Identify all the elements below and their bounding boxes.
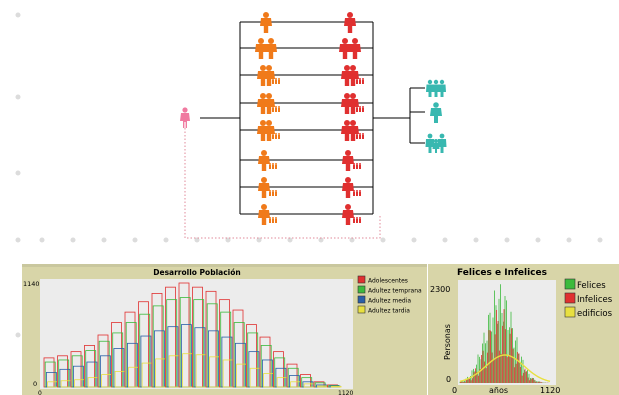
orange-family-icon[interactable] — [257, 65, 280, 86]
tree-rows — [240, 12, 373, 225]
tree-lines — [200, 22, 425, 214]
orange-couple-icon[interactable] — [255, 38, 277, 59]
plot1-legend: Adolescentes Adultez temprana Adultez medi… — [357, 275, 422, 315]
red-person-family-icon[interactable] — [342, 177, 361, 198]
red-family-icon[interactable] — [341, 93, 364, 114]
plot2-y-max-label: 2300 — [430, 285, 450, 294]
legend-swatch — [357, 295, 366, 304]
plot-felices-e-infelices: Felices e Infelices 2300 0 Personas 0 añ… — [428, 264, 619, 395]
orange-person-icon[interactable] — [260, 12, 272, 33]
legend-swatch — [564, 306, 576, 318]
legend-label: Adultez temprana — [368, 288, 422, 295]
cyan-group-icon[interactable] — [426, 79, 446, 97]
legend-label: Adultez media — [368, 298, 411, 305]
dotted-link — [184, 128, 381, 239]
legend-swatch — [564, 292, 576, 304]
plot2-legend: Felices Infelices edificios — [564, 278, 613, 319]
plot2-y-min-label: 0 — [446, 375, 451, 384]
plot1-title: Desarrollo Población — [153, 268, 240, 277]
legend-swatch — [357, 275, 366, 284]
orange-family-icon[interactable] — [257, 93, 280, 114]
plot1-y-max-label: 1140 — [23, 280, 40, 288]
red-family-icon[interactable] — [341, 120, 364, 141]
plot2-series — [459, 284, 551, 383]
legend-label: Felices — [577, 281, 606, 291]
legend-swatch — [357, 285, 366, 294]
plot1-series — [43, 282, 342, 388]
pink-person-icon[interactable] — [180, 107, 190, 128]
cyan-group-icon[interactable] — [425, 133, 447, 153]
legend-label: Adultez tardia — [368, 308, 410, 315]
red-family-icon[interactable] — [341, 65, 364, 86]
plot2-x-max-label: 1120 — [540, 386, 560, 395]
red-person-icon[interactable] — [344, 12, 356, 33]
plot2-line-edificios — [459, 354, 551, 382]
plot2-x-min-label: 0 — [452, 386, 457, 395]
plot-desarrollo-poblacion: Desarrollo Población 1140 0 0 1120 Adole… — [22, 264, 427, 395]
plot1-bar — [330, 386, 342, 388]
legend-swatch — [564, 278, 576, 290]
plot1-y-min-label: 0 — [33, 380, 37, 388]
grid-dots — [15, 12, 603, 338]
legend-label: Infelices — [577, 295, 613, 305]
orange-family-icon[interactable] — [257, 120, 280, 141]
plot2-ylabel: Personas — [443, 324, 452, 360]
plot1-x-min-label: 0 — [38, 390, 42, 395]
plot2-title: Felices e Infelices — [457, 268, 547, 278]
orange-person-family-icon[interactable] — [258, 204, 277, 225]
red-person-family-icon[interactable] — [342, 150, 361, 171]
red-person-family-icon[interactable] — [342, 204, 361, 225]
cyan-person-icon[interactable] — [430, 102, 442, 123]
legend-label: edificios — [577, 309, 613, 319]
plot2-xlabel: años — [489, 386, 508, 395]
plot1-x-max-label: 1120 — [338, 390, 353, 395]
orange-person-family-icon[interactable] — [258, 177, 277, 198]
legend-label: Adolescentes — [368, 278, 408, 285]
legend-swatch — [357, 305, 366, 314]
red-couple-icon[interactable] — [339, 38, 361, 59]
orange-person-family-icon[interactable] — [258, 150, 277, 171]
